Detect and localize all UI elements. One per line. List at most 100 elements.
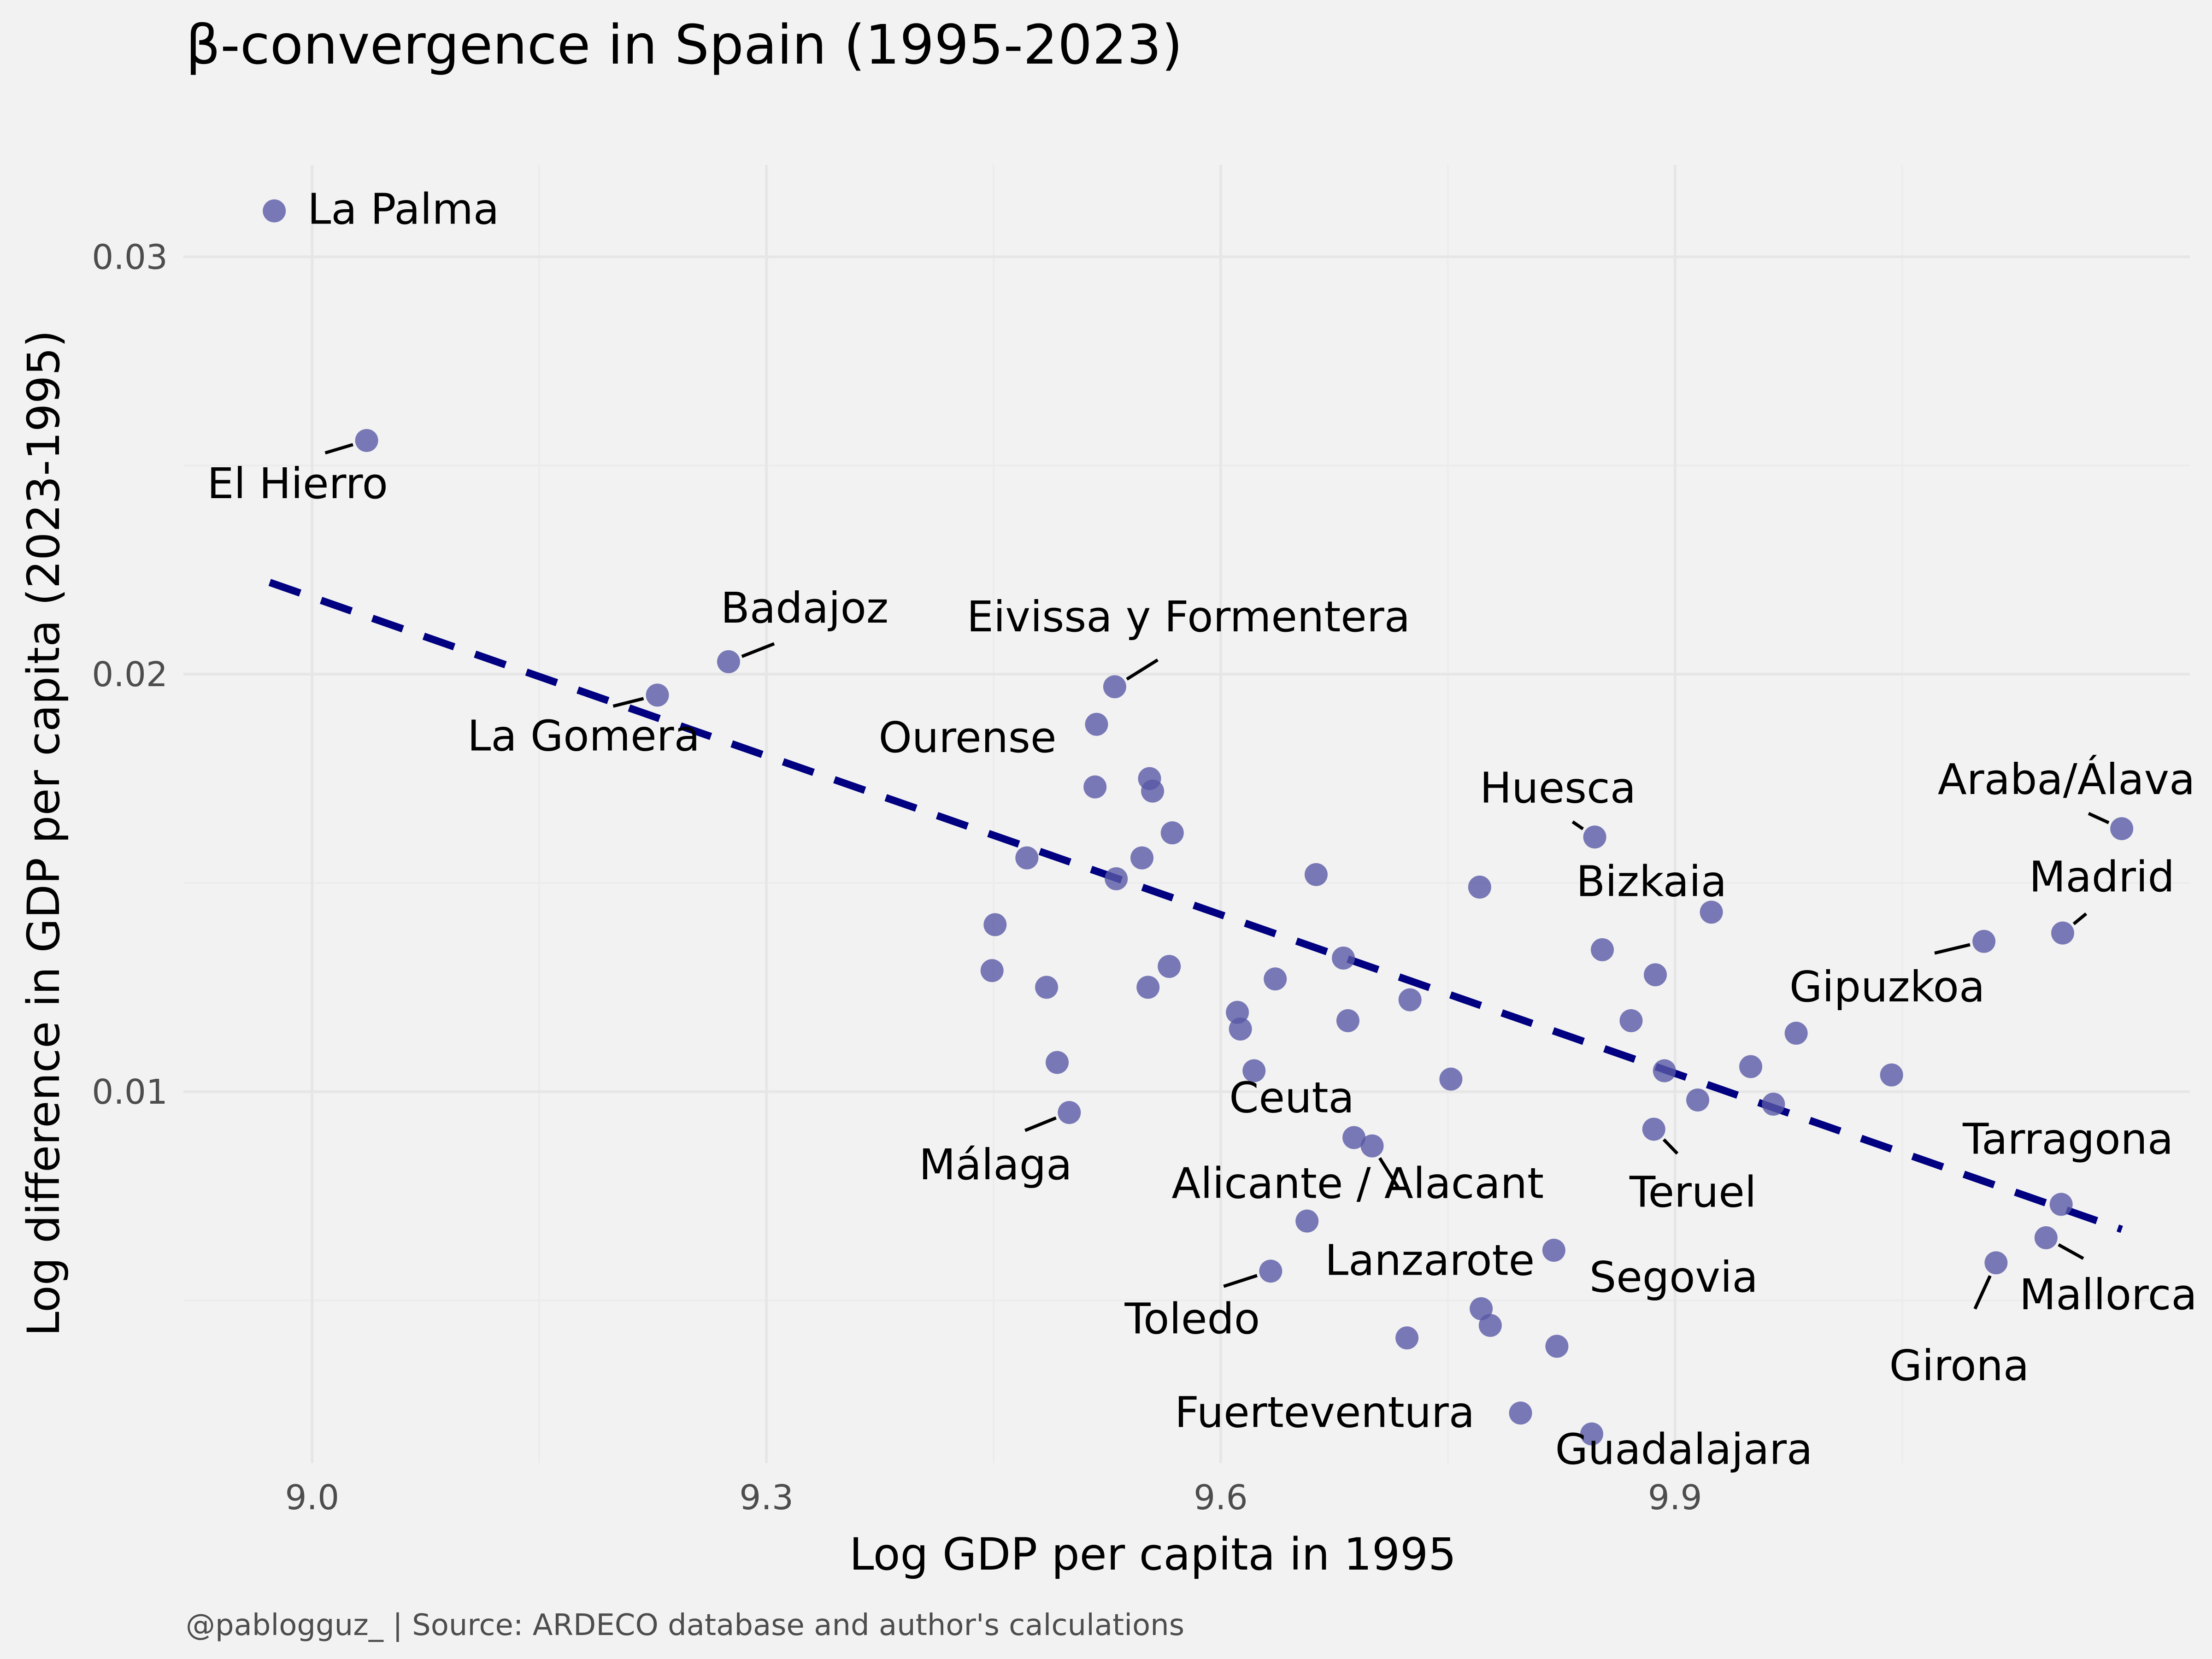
point-label-mallorca: Mallorca: [2019, 1270, 2197, 1319]
point-label-toledo: Toledo: [1124, 1294, 1260, 1343]
data-point: [1332, 946, 1355, 970]
data-point-fuerteventura: [1509, 1401, 1532, 1425]
point-label-bizkaia: Bizkaia: [1576, 857, 1727, 906]
chart-title: β-convergence in Spain (1995-2023): [186, 13, 1182, 76]
point-label-malaga: Málaga: [919, 1140, 1072, 1189]
point-label-ceuta: Ceuta: [1229, 1073, 1354, 1122]
data-point: [1229, 1017, 1252, 1041]
leader-line-la-gomera: [612, 697, 644, 708]
y-tick-label: 0.03: [92, 237, 168, 277]
point-label-huesca: Huesca: [1480, 763, 1636, 812]
data-point-la-palma: [263, 199, 286, 223]
point-label-tarragona: Tarragona: [1962, 1114, 2173, 1164]
data-point-mallorca: [2034, 1226, 2058, 1249]
data-point: [1739, 1055, 1763, 1078]
x-tick-label: 9.0: [285, 1478, 339, 1518]
data-point: [1083, 775, 1107, 799]
data-point: [1619, 1009, 1643, 1032]
data-point-toledo: [1259, 1259, 1282, 1283]
data-point-lanzarote: [1360, 1134, 1384, 1158]
data-point: [1136, 976, 1160, 999]
data-point-gipuzkoa: [1972, 930, 1996, 953]
point-label-guadalajara: Guadalajara: [1555, 1425, 1813, 1474]
data-point-ceuta: [1342, 1126, 1366, 1149]
point-label-ourense: Ourense: [878, 713, 1056, 762]
data-point: [1160, 821, 1184, 845]
data-point-alicante-alacant: [1295, 1209, 1319, 1233]
data-point-girona: [1984, 1251, 2008, 1275]
point-label-fuerteventura: Fuerteventura: [1175, 1388, 1475, 1437]
point-label-eivissa-y-formentera: Eivissa y Formentera: [967, 592, 1410, 641]
trend-line: [268, 579, 2123, 1233]
data-point: [1880, 1063, 1903, 1087]
point-label-segovia: Segovia: [1589, 1253, 1758, 1302]
data-point: [1439, 1067, 1463, 1091]
x-tick-label: 9.3: [739, 1478, 794, 1518]
data-point-huesca: [1583, 825, 1606, 849]
data-point: [1304, 863, 1328, 886]
data-point-bizkaia: [1700, 900, 1723, 924]
y-tick-label: 0.01: [92, 1072, 168, 1112]
point-label-lanzarote: Lanzarote: [1325, 1236, 1535, 1285]
leader-line-madrid: [2072, 912, 2088, 925]
point-label-alicante-alacant: Alicante / Alacant: [1171, 1159, 1544, 1208]
data-point-tarragona: [2049, 1193, 2073, 1216]
data-point: [1130, 846, 1154, 870]
leader-line-malaga: [1024, 1116, 1057, 1132]
x-tick-label: 9.6: [1194, 1478, 1248, 1518]
data-point: [1398, 988, 1422, 1012]
leader-line-mallorca: [2058, 1243, 2084, 1260]
point-label-araba-alava: Araba/Álava: [1938, 754, 2195, 804]
point-label-el-hierro: El Hierro: [207, 459, 388, 508]
data-point: [980, 959, 1004, 982]
data-point: [1784, 1022, 1808, 1045]
data-point: [1015, 846, 1039, 870]
point-label-madrid: Madrid: [2029, 853, 2175, 902]
data-point-la-gomera: [646, 683, 669, 707]
point-label-teruel: Teruel: [1629, 1167, 1756, 1217]
leader-line-girona: [1973, 1275, 1992, 1310]
point-label-la-gomera: La Gomera: [467, 711, 700, 760]
data-point: [1591, 938, 1614, 961]
leader-line-toledo: [1223, 1274, 1258, 1288]
data-point: [1035, 976, 1059, 999]
leader-line-huesca: [1571, 820, 1584, 830]
data-point: [983, 913, 1007, 936]
data-point: [1468, 876, 1491, 899]
data-point-guadalajara: [1580, 1422, 1604, 1446]
leader-line-eivissa-y-formentera: [1126, 658, 1159, 681]
data-point-eivissa-y-formentera: [1103, 675, 1126, 699]
data-point-el-hierro: [355, 429, 378, 452]
data-point: [1395, 1326, 1419, 1350]
data-point-badajoz: [717, 650, 740, 673]
data-point: [1336, 1009, 1359, 1032]
data-point: [1242, 1059, 1266, 1082]
data-point-segovia: [1542, 1239, 1565, 1262]
point-label-badajoz: Badajoz: [721, 583, 888, 633]
chart-caption: @pablogguz_ | Source: ARDECO database an…: [186, 1608, 1184, 1642]
data-point-teruel: [1642, 1118, 1665, 1141]
tick-labels: 9.0 9.3 9.6 9.9 0.01 0.02 0.03: [92, 237, 1702, 1518]
gridlines: [183, 165, 2190, 1463]
data-points: [263, 199, 2134, 1446]
y-tick-label: 0.02: [92, 655, 168, 694]
point-label-gipuzkoa: Gipuzkoa: [1789, 962, 1985, 1012]
data-point: [1105, 867, 1128, 890]
data-point: [1141, 779, 1165, 803]
trend-line-group: [268, 579, 2123, 1233]
data-point-madrid: [2051, 921, 2074, 945]
data-point: [1653, 1059, 1676, 1082]
leader-line-badajoz: [741, 642, 775, 658]
x-tick-label: 9.9: [1648, 1478, 1702, 1518]
point-label-la-palma: La Palma: [307, 185, 499, 234]
data-point: [1545, 1335, 1569, 1358]
data-point-araba-alava: [2110, 817, 2134, 841]
data-point: [1158, 955, 1181, 978]
data-point: [1686, 1088, 1710, 1112]
data-point: [1644, 963, 1667, 987]
y-axis-title: Log difference in GDP per capita (2023-1…: [18, 330, 70, 1336]
leader-line-teruel: [1662, 1138, 1679, 1155]
leader-line-gipuzkoa: [1934, 943, 1971, 955]
leader-line-araba-alava: [2088, 812, 2110, 824]
